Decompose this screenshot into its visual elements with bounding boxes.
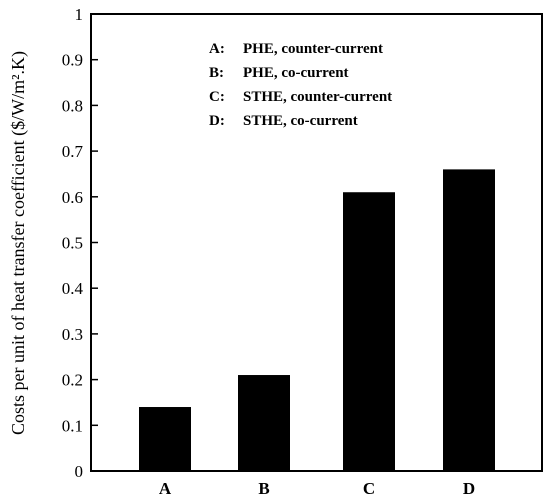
- legend-key: B:: [209, 65, 224, 81]
- plot-frame: [90, 13, 543, 472]
- legend-key: C:: [209, 89, 225, 105]
- legend-key: D:: [209, 113, 225, 129]
- bar-D: [443, 169, 495, 471]
- y-tick-label: 0.6: [62, 188, 83, 207]
- x-category-label: D: [463, 479, 475, 498]
- bar-A: [139, 407, 191, 471]
- legend-key: A:: [209, 41, 225, 57]
- y-tick-label: 0.7: [62, 142, 84, 161]
- y-tick-label: 0.5: [62, 234, 83, 253]
- legend-entry: PHE, co-current: [243, 65, 349, 81]
- x-category-label: B: [258, 479, 269, 498]
- bar-B: [238, 375, 290, 471]
- x-category-label: C: [363, 479, 375, 498]
- y-tick-label: 0.3: [62, 325, 83, 344]
- y-axis-label: Costs per unit of heat transfer coeffici…: [8, 51, 29, 435]
- x-axis-categories: A B C D: [159, 464, 475, 498]
- bar-C: [343, 192, 395, 472]
- legend-entry: PHE, counter-current: [243, 41, 383, 57]
- legend-entry: STHE, co-current: [243, 113, 358, 129]
- y-tick-label: 0.8: [62, 96, 83, 115]
- legend: A: PHE, counter-current B: PHE, co-current C…: [209, 41, 392, 129]
- y-tick-label: 0.1: [62, 416, 83, 435]
- y-tick-label: 1: [75, 5, 84, 24]
- y-tick-label: 0.9: [62, 51, 83, 70]
- bars: [139, 169, 495, 472]
- y-tick-label: 0.2: [62, 371, 83, 390]
- y-tick-label: 0: [75, 462, 84, 481]
- legend-entry: STHE, counter-current: [243, 89, 392, 105]
- y-axis-ticks: 0 0.1 0.2 0.3 0.4 0.5 0.6 0.7 0.8 0.9 1: [62, 5, 98, 481]
- x-category-label: A: [159, 479, 172, 498]
- y-tick-label: 0.4: [62, 279, 84, 298]
